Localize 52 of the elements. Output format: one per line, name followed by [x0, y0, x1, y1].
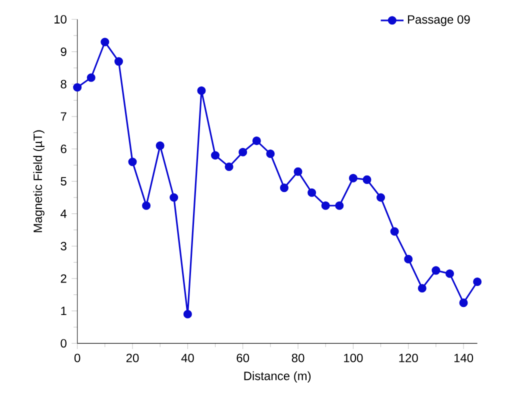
point — [252, 136, 261, 146]
y-tick-label: 1 — [61, 306, 66, 316]
point — [280, 184, 288, 192]
point — [308, 188, 316, 197]
point — [362, 175, 372, 184]
point — [142, 201, 151, 210]
point — [73, 83, 82, 92]
point — [459, 298, 468, 308]
point — [183, 310, 192, 318]
x-tick-label: 80 — [292, 354, 304, 362]
point — [404, 254, 413, 264]
y-tick-label: 2 — [60, 274, 66, 283]
y-tick-label: 10 — [54, 15, 66, 24]
x-tick-label: 140 — [454, 354, 474, 362]
y-tick-label: 8 — [60, 80, 66, 88]
point — [390, 227, 399, 236]
x-tick-label: 40 — [181, 354, 194, 362]
y-tick-label: 5 — [60, 177, 66, 186]
legend-label: Passage 09 — [408, 15, 470, 26]
point — [294, 167, 302, 176]
point — [86, 73, 96, 82]
point — [418, 284, 426, 293]
point — [238, 148, 248, 156]
y-tick-label: 4 — [60, 210, 67, 218]
y-tick-label: 6 — [60, 144, 66, 154]
x-axis-title: Distance (m) — [244, 371, 311, 383]
point — [211, 151, 220, 160]
x-tick-label: 120 — [399, 354, 418, 362]
y-axis-title: Magnetic Field (µT) — [33, 130, 44, 232]
point — [348, 174, 358, 182]
y-tick-label: 0 — [60, 339, 66, 348]
point — [156, 141, 164, 150]
point — [170, 193, 178, 202]
point — [197, 86, 206, 95]
point — [100, 38, 110, 46]
y-tick-label: 9 — [60, 47, 66, 56]
point — [128, 158, 137, 166]
point — [266, 150, 275, 158]
point — [376, 193, 386, 202]
point — [432, 266, 440, 275]
x-tick-label: 0 — [74, 354, 80, 362]
point — [445, 269, 454, 278]
x-tick-label: 60 — [236, 354, 250, 362]
x-tick-label: 20 — [126, 354, 139, 362]
y-tick-label: 3 — [60, 242, 66, 250]
point — [114, 57, 123, 66]
x-tick-label: 100 — [344, 354, 363, 362]
y-tick-label: 7 — [60, 112, 66, 121]
point — [335, 201, 344, 210]
point — [224, 162, 234, 172]
point — [473, 277, 482, 286]
point — [321, 201, 330, 210]
